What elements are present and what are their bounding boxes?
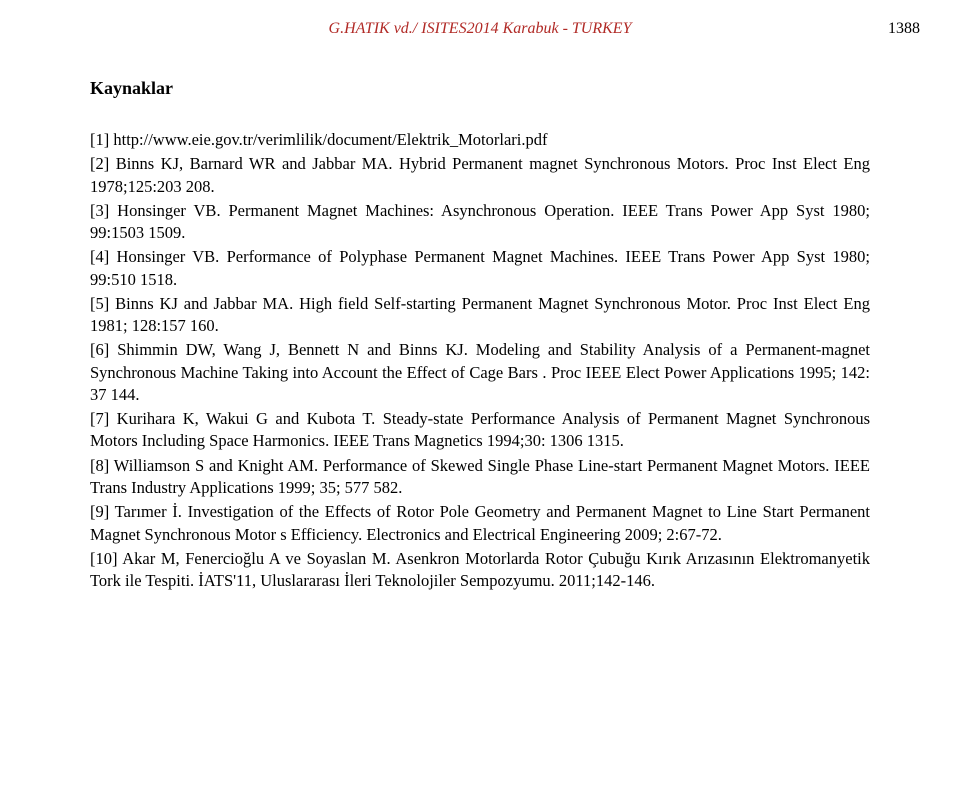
reference-item: [5] Binns KJ and Jabbar MA. High field S… xyxy=(90,293,870,338)
reference-item: [10] Akar M, Fenercioğlu A ve Soyaslan M… xyxy=(90,548,870,593)
page-number: 1388 xyxy=(888,20,920,38)
reference-item: [8] Williamson S and Knight AM. Performa… xyxy=(90,455,870,500)
reference-item: [2] Binns KJ, Barnard WR and Jabbar MA. … xyxy=(90,153,870,198)
reference-item: [4] Honsinger VB. Performance of Polypha… xyxy=(90,246,870,291)
reference-item: [1] http://www.eie.gov.tr/verimlilik/doc… xyxy=(90,129,870,151)
reference-item: [7] Kurihara K, Wakui G and Kubota T. St… xyxy=(90,408,870,453)
references-block: [1] http://www.eie.gov.tr/verimlilik/doc… xyxy=(90,129,870,592)
page-container: G.HATIK vd./ ISITES2014 Karabuk - TURKEY… xyxy=(0,0,960,614)
running-header: G.HATIK vd./ ISITES2014 Karabuk - TURKEY… xyxy=(90,20,870,38)
reference-item: [3] Honsinger VB. Permanent Magnet Machi… xyxy=(90,200,870,245)
reference-item: [9] Tarımer İ. Investigation of the Effe… xyxy=(90,501,870,546)
reference-item: [6] Shimmin DW, Wang J, Bennett N and Bi… xyxy=(90,339,870,406)
running-header-text: G.HATIK vd./ ISITES2014 Karabuk - TURKEY xyxy=(329,20,632,37)
section-title: Kaynaklar xyxy=(90,78,870,99)
